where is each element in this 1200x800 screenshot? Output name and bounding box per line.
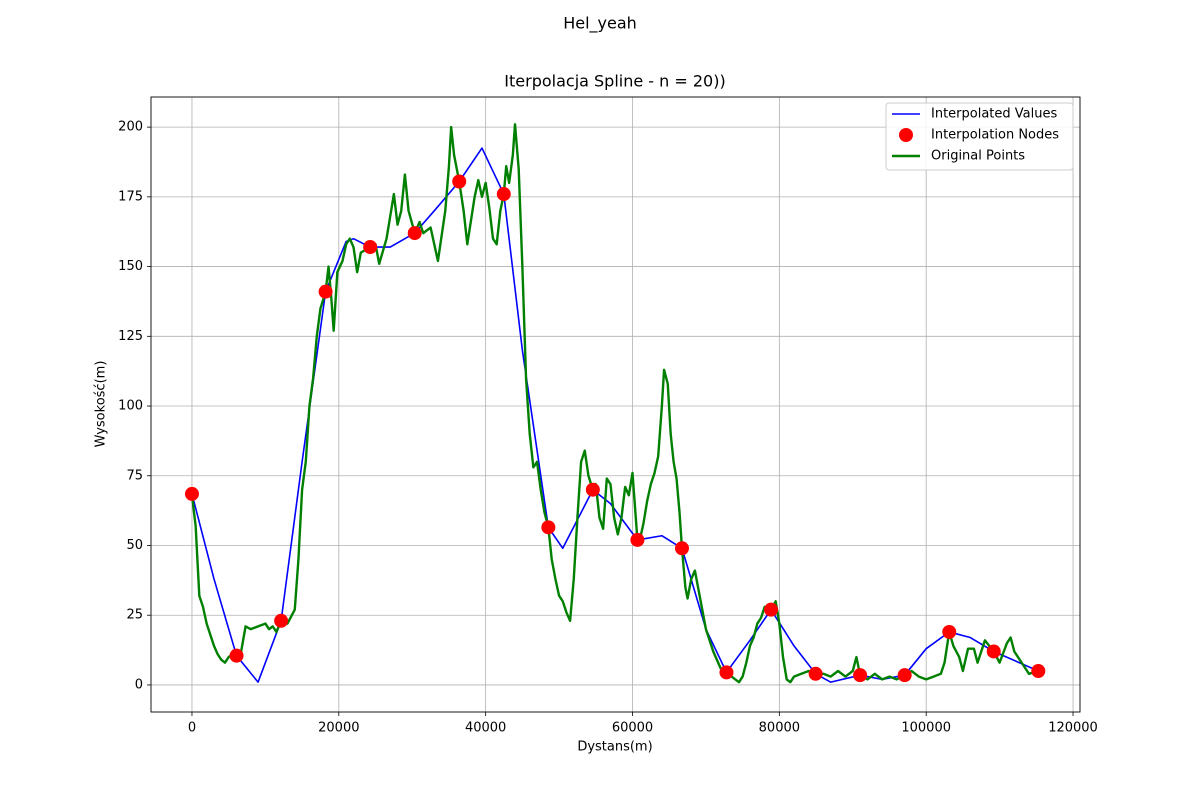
data-point: [719, 665, 734, 680]
y-tick-label: 25: [126, 608, 143, 623]
x-tick-label: 40000: [465, 721, 506, 736]
legend-marker: [899, 128, 913, 142]
data-point: [184, 486, 199, 501]
x-tick-label: 20000: [318, 721, 359, 736]
x-axis-label: Dystans(m): [577, 740, 652, 755]
data-point: [274, 613, 289, 628]
data-point: [630, 532, 645, 547]
data-point: [363, 240, 378, 255]
data-point: [541, 520, 556, 535]
data-point: [1031, 664, 1046, 678]
y-tick-label: 125: [118, 329, 143, 344]
x-tick-label: 120000: [1048, 721, 1098, 736]
plot-frame: [150, 96, 1081, 713]
y-tick-label: 75: [126, 468, 143, 483]
legend-label: Interpolated Values: [931, 107, 1057, 122]
y-tick-label: 150: [118, 259, 143, 274]
data-point: [897, 668, 912, 683]
data-point: [585, 482, 600, 497]
data-point: [318, 284, 333, 299]
x-tick-label: 80000: [759, 721, 800, 736]
data-line: [190, 123, 1039, 684]
data-point: [452, 174, 467, 189]
data-point: [674, 541, 689, 556]
data-point: [808, 666, 823, 681]
data-point: [764, 602, 779, 617]
y-tick-label: 50: [126, 538, 143, 553]
legend-label: Original Points: [931, 149, 1025, 164]
y-tick-label: 100: [118, 399, 143, 414]
data-point: [407, 226, 422, 241]
suptitle: Hel_yeah: [563, 14, 637, 34]
y-tick-label: 0: [135, 677, 143, 692]
x-tick-label: 60000: [612, 721, 653, 736]
data-line: [191, 147, 1039, 683]
y-axis-label: Wysokość(m): [94, 361, 109, 448]
data-point: [942, 624, 957, 639]
y-tick-label: 175: [118, 189, 143, 204]
data-point: [853, 668, 868, 683]
legend-box: [885, 102, 1074, 171]
y-tick-label: 200: [118, 120, 143, 135]
chart-title: Iterpolacja Spline - n = 20)): [504, 72, 725, 91]
legend-label: Interpolation Nodes: [931, 128, 1059, 143]
x-tick-label: 100000: [901, 721, 951, 736]
x-tick-label: 0: [188, 721, 196, 736]
data-point: [229, 648, 244, 663]
data-point: [986, 644, 1001, 659]
data-point: [496, 187, 511, 202]
